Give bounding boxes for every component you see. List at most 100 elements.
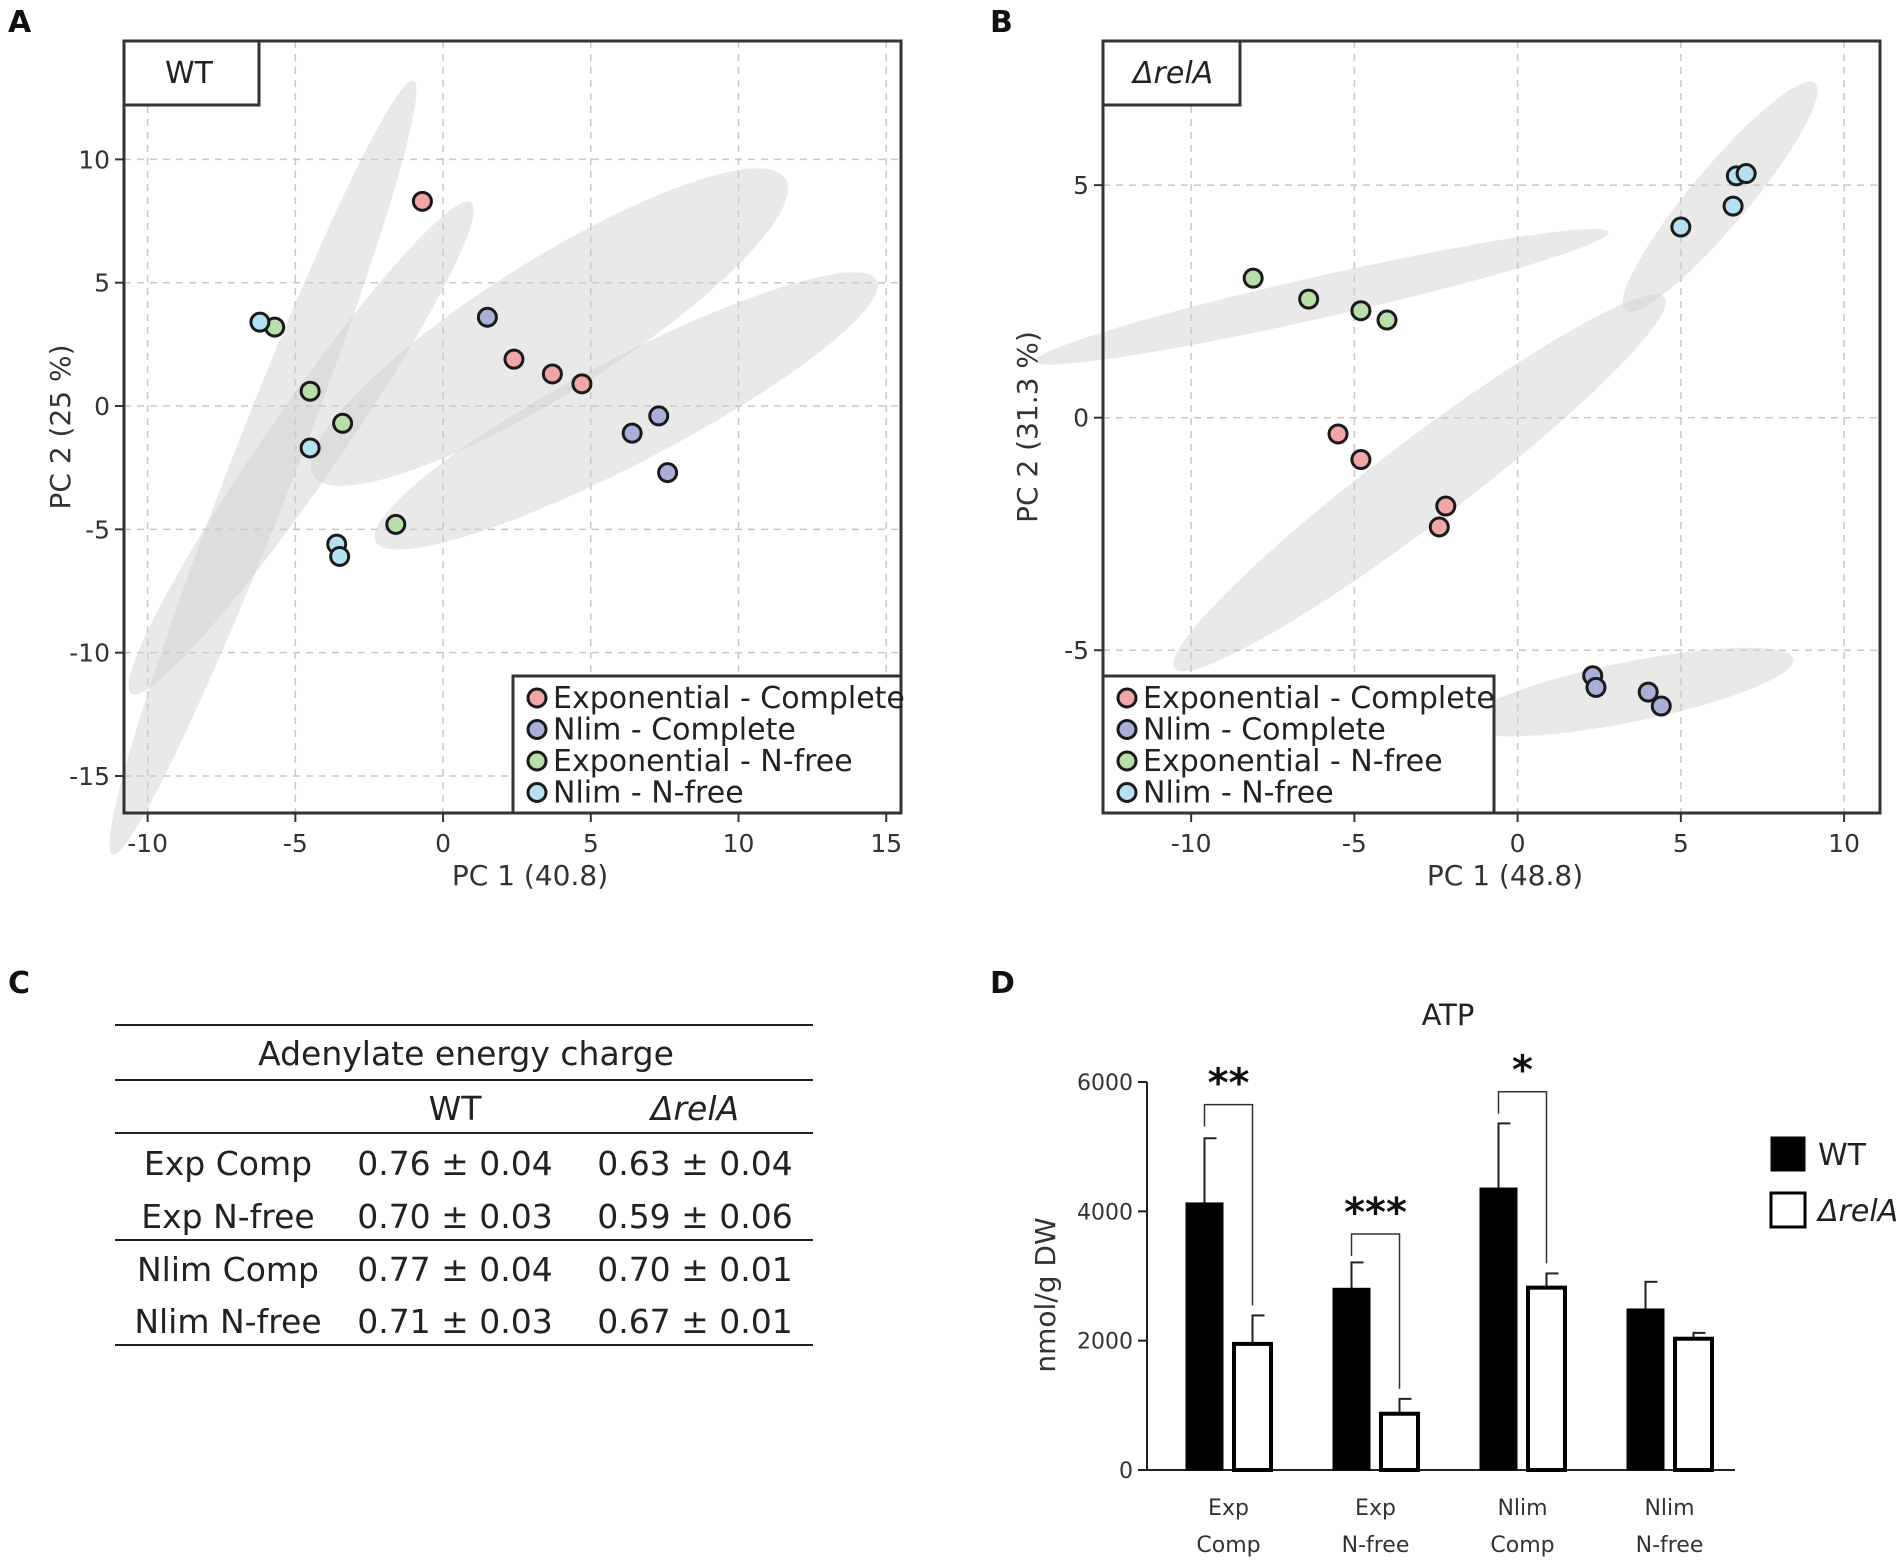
table-header-wt: WT [429, 1089, 483, 1128]
axis-ticks: -10 -5 0 5 10 5 0 -5 [1064, 171, 1860, 858]
legend-label: Exponential - Complete [1143, 681, 1495, 716]
data-point [299, 437, 321, 459]
bar [1232, 1341, 1273, 1473]
category-label: Exp [1355, 1496, 1396, 1521]
data-point [411, 190, 433, 212]
y-axis-label: PC 2 (25 %) [44, 344, 77, 509]
data-point [299, 380, 321, 402]
data-point [1670, 216, 1692, 238]
table-cell: 0.67 ± 0.01 [597, 1302, 793, 1341]
table-header-relA: ΔrelA [648, 1089, 739, 1128]
data-point [1327, 423, 1349, 445]
table-cell: 0.63 ± 0.04 [597, 1144, 793, 1183]
legend-swatch [1769, 1191, 1807, 1229]
y-tick-label: -5 [85, 515, 110, 544]
confidence-ellipse [310, 168, 789, 486]
legend-marker [526, 719, 548, 740]
data-point [329, 545, 351, 567]
significance-bracket [1203, 1103, 1254, 1306]
data-point [1350, 300, 1372, 322]
y-axis-label: PC 2 (31.3 %) [1011, 331, 1044, 523]
y-tick-label: 0 [1073, 404, 1089, 433]
x-tick-label: 15 [870, 829, 902, 858]
confidence-ellipse [109, 80, 417, 855]
table-cell: 0.59 ± 0.06 [597, 1197, 793, 1236]
table-cell: 0.71 ± 0.03 [357, 1302, 553, 1341]
data-point [648, 405, 670, 427]
bar [1185, 1202, 1224, 1471]
category-label: Nlim [1644, 1496, 1694, 1521]
plot-title: WT [165, 56, 214, 91]
plot-title: ΔrelA [1131, 56, 1213, 91]
x-tick-label: -10 [127, 829, 168, 858]
table-cell: 0.77 ± 0.04 [357, 1250, 553, 1289]
chart-title: ATP [1422, 998, 1475, 1032]
axes: 0 2000 4000 6000 [1077, 1071, 1735, 1484]
x-tick-label: 10 [1828, 829, 1860, 858]
confidence-ellipses [1034, 81, 1818, 737]
y-tick-label: 0 [1119, 1459, 1133, 1484]
significance-label: * [1512, 1048, 1533, 1094]
data-point [385, 513, 407, 535]
x-tick-label: 0 [1510, 829, 1526, 858]
legend-label: Nlim - N-free [553, 776, 744, 811]
bar [1626, 1308, 1665, 1471]
confidence-ellipse [1622, 81, 1818, 312]
y-tick-label: -10 [69, 639, 110, 668]
data-point [1435, 495, 1457, 517]
data-points [249, 190, 679, 567]
panel-letter-a: A [8, 5, 32, 40]
x-tick-label: 5 [1673, 829, 1689, 858]
table-row-label: Nlim N-free [134, 1302, 321, 1341]
bar [1379, 1411, 1420, 1472]
data-point [1350, 449, 1372, 471]
x-tick-label: 10 [723, 829, 755, 858]
bars [1185, 1122, 1714, 1473]
legend: WT ΔrelA [1769, 1136, 1898, 1229]
legend-marker [526, 687, 548, 709]
pca-plot-wt: -10 -5 0 5 10 15 10 5 0 -5 -10 -15 WT Exponential -… [44, 39, 905, 892]
x-tick-label: -5 [283, 829, 308, 858]
plot-title-box [122, 39, 261, 107]
category-label: Comp [1196, 1533, 1260, 1558]
bar [1526, 1285, 1567, 1473]
significance-label: ** [1208, 1061, 1250, 1107]
pca-plot-relA: -10 -5 0 5 10 5 0 -5 ΔrelA Exponential - Comple… [1011, 39, 1882, 892]
category-label: N-free [1636, 1533, 1704, 1558]
y-tick-label: 2000 [1077, 1330, 1133, 1355]
table-row-label: Exp N-free [141, 1197, 314, 1236]
data-point [1242, 267, 1264, 289]
plot-title-box [1101, 39, 1242, 107]
y-axis-label: nmol/g DW [1029, 1217, 1062, 1372]
data-point [1735, 163, 1757, 185]
legend-marker [1116, 750, 1138, 772]
data-point [332, 412, 354, 434]
data-point [1298, 288, 1320, 310]
legend-box [511, 674, 903, 815]
data-point [1585, 676, 1607, 698]
y-tick-label: 5 [94, 269, 110, 298]
table-title: Adenylate energy charge [258, 1034, 674, 1073]
y-tick-label: 5 [1073, 171, 1089, 200]
y-tick-label: -15 [69, 762, 110, 791]
x-tick-label: -5 [1342, 829, 1367, 858]
data-point [1376, 309, 1398, 331]
confidence-ellipse [1463, 647, 1794, 737]
significance-label: *** [1344, 1190, 1407, 1236]
panel-letter-c: C [8, 966, 30, 1001]
legend-marker [1116, 719, 1138, 740]
legend-marker [526, 782, 548, 803]
bar [1673, 1336, 1714, 1473]
y-tick-label: 10 [78, 145, 110, 174]
confidence-ellipse [1173, 294, 1666, 672]
y-tick-label: 0 [94, 392, 110, 421]
data-point [541, 363, 563, 385]
x-tick-label: 0 [435, 829, 451, 858]
y-tick-label: 6000 [1077, 1071, 1133, 1096]
legend-label: WT [1818, 1138, 1867, 1173]
bar [1479, 1187, 1518, 1471]
data-points [1242, 163, 1757, 717]
